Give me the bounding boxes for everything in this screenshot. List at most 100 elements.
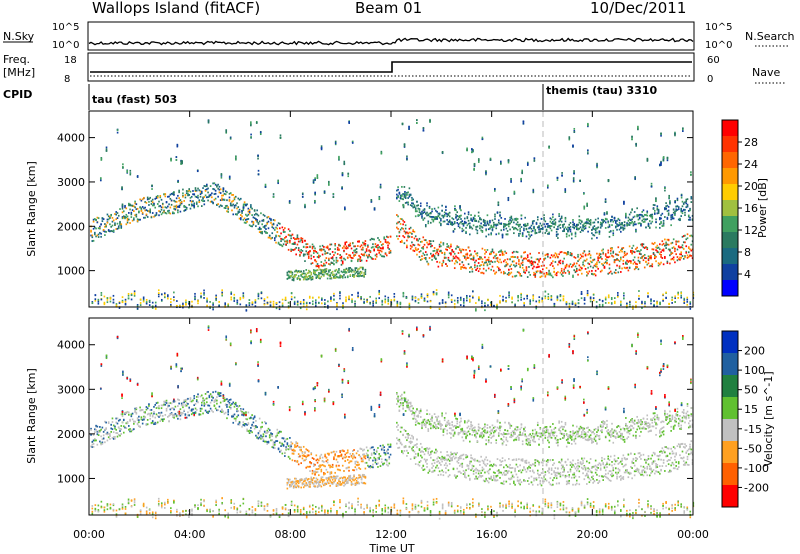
velocity-echo-cell xyxy=(223,396,226,399)
power-echo-cell xyxy=(604,200,607,203)
power-echo-cell xyxy=(543,258,545,261)
power-echo-cell xyxy=(387,236,389,239)
velocity-echo-cell xyxy=(146,423,149,426)
power-echo-cell xyxy=(642,243,645,246)
power-echo-cell xyxy=(500,249,503,252)
power-echo-cell xyxy=(96,221,99,224)
power-echo-cell xyxy=(163,193,165,196)
power-echo-cell xyxy=(432,220,435,223)
power-echo-cell xyxy=(614,225,617,228)
power-echo-cell xyxy=(167,297,169,300)
power-echo-cell xyxy=(635,142,637,145)
power-echo-cell xyxy=(689,248,691,251)
power-echo-cell xyxy=(496,256,499,259)
power-echo-cell xyxy=(607,179,610,181)
power-echo-cell xyxy=(136,218,139,221)
power-echo-cell xyxy=(520,214,523,217)
power-echo-cell xyxy=(327,300,329,303)
power-echo-cell xyxy=(668,194,670,197)
power-echo-cell xyxy=(304,272,306,275)
power-echo-cell xyxy=(593,273,596,276)
power-echo-cell xyxy=(568,137,571,140)
velocity-echo-cell xyxy=(195,395,198,398)
power-echo-cell xyxy=(369,238,372,241)
power-echo-cell xyxy=(588,250,591,253)
power-echo-cell xyxy=(190,204,193,207)
power-echo-cell xyxy=(664,207,666,210)
power-echo-cell xyxy=(684,208,686,211)
power-echo-cell xyxy=(529,303,532,305)
power-echo-cell xyxy=(401,185,403,188)
power-echo-cell xyxy=(323,264,325,267)
power-echo-cell xyxy=(428,240,431,242)
power-echo-cell xyxy=(641,243,644,246)
velocity-echo-cell xyxy=(174,405,177,408)
power-echo-cell xyxy=(194,195,197,198)
power-echo-cell xyxy=(328,263,330,265)
power-echo-cell xyxy=(279,243,281,246)
power-echo-cell xyxy=(496,211,499,214)
power-echo-cell xyxy=(534,232,537,235)
power-echo-cell xyxy=(408,128,410,130)
power-echo-cell xyxy=(270,222,272,224)
power-echo-cell xyxy=(522,122,525,125)
power-echo-cell xyxy=(242,218,245,221)
velocity-echo-cell xyxy=(151,420,154,422)
power-echo-cell xyxy=(687,251,690,254)
power-echo-cell xyxy=(345,245,348,248)
power-echo-cell xyxy=(411,205,413,207)
power-echo-cell xyxy=(396,196,398,199)
power-echo-cell xyxy=(242,296,245,299)
power-echo-cell xyxy=(422,236,425,239)
power-echo-cell xyxy=(526,222,529,225)
power-echo-cell xyxy=(613,271,616,274)
power-echo-cell xyxy=(129,172,132,175)
velocity-echo-cell xyxy=(146,419,149,421)
power-echo-cell xyxy=(452,218,455,221)
power-echo-cell xyxy=(647,296,649,298)
power-echo-cell xyxy=(462,264,465,267)
power-echo-cell xyxy=(630,222,632,224)
power-echo-cell xyxy=(574,232,577,235)
power-echo-cell xyxy=(451,223,453,225)
power-echo-cell xyxy=(504,225,506,227)
power-echo-cell xyxy=(623,292,625,295)
power-echo-cell xyxy=(568,136,571,139)
power-echo-cell xyxy=(430,221,432,224)
power-echo-cell xyxy=(471,270,474,273)
power-echo-cell xyxy=(419,212,422,215)
power-echo-cell xyxy=(583,205,586,208)
power-echo-cell xyxy=(287,276,290,279)
power-echo-cell xyxy=(267,215,270,218)
power-echo-cell xyxy=(530,224,533,227)
power-echo-cell xyxy=(606,256,608,259)
power-echo-cell xyxy=(689,301,692,304)
power-echo-cell xyxy=(431,254,433,257)
power-echo-cell xyxy=(490,251,493,253)
power-echo-cell xyxy=(495,223,498,226)
velocity-echo-cell xyxy=(146,407,149,410)
power-echo-cell xyxy=(427,243,430,246)
power-echo-cell xyxy=(580,297,583,300)
power-echo-cell xyxy=(586,218,588,221)
power-echo-cell xyxy=(664,238,666,241)
power-echo-cell xyxy=(565,303,568,306)
power-echo-cell xyxy=(564,252,567,254)
power-echo-cell xyxy=(432,253,435,256)
power-echo-cell xyxy=(301,237,304,240)
power-echo-cell xyxy=(549,264,552,266)
power-echo-cell xyxy=(362,254,364,256)
power-echo-cell xyxy=(161,206,164,209)
velocity-echo-cell xyxy=(156,415,159,417)
power-echo-cell xyxy=(562,230,564,233)
power-echo-cell xyxy=(633,215,636,218)
power-echo-cell xyxy=(323,274,325,277)
power-echo-cell xyxy=(506,230,509,232)
power-echo-cell xyxy=(294,243,296,245)
velocity-echo-cell xyxy=(211,409,213,412)
power-echo-cell xyxy=(545,272,548,274)
power-echo-cell xyxy=(583,228,586,230)
power-echo-cell xyxy=(469,226,471,229)
power-echo-cell xyxy=(175,159,178,161)
power-echo-cell xyxy=(499,254,501,256)
